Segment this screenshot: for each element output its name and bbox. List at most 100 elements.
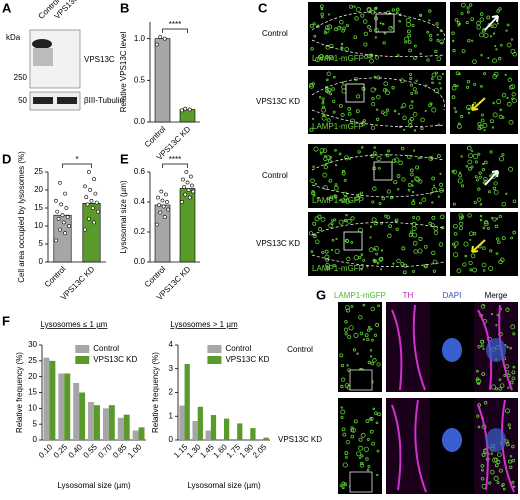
micrograph-zoom (450, 212, 518, 276)
data-point (179, 108, 184, 113)
speckle (329, 92, 333, 96)
speckle (474, 175, 478, 179)
speckle (492, 457, 498, 463)
significance: * (75, 155, 78, 164)
speckle (501, 153, 505, 157)
speckle (410, 172, 414, 177)
speckle (397, 188, 400, 191)
speckle (326, 78, 329, 82)
data-point (89, 198, 94, 203)
speckle (369, 9, 372, 12)
speckle (460, 115, 464, 119)
speckle (385, 108, 390, 112)
speckle (374, 36, 377, 39)
speckle (492, 58, 497, 64)
speckle (498, 56, 502, 61)
bar (250, 428, 256, 440)
speckle (372, 186, 377, 191)
speckle (321, 107, 327, 113)
speckle (496, 9, 500, 13)
speckle (468, 3, 473, 7)
arrow (484, 15, 499, 31)
data-point (183, 192, 188, 197)
speckle (381, 196, 386, 201)
y-tick-label: 15 (34, 203, 43, 212)
speckle (479, 218, 483, 222)
bar (82, 203, 101, 263)
speckle (308, 231, 314, 236)
x-tick-label: 0.85 (111, 442, 129, 460)
speckle (343, 327, 349, 332)
nucleus (442, 338, 462, 362)
speckle (425, 84, 428, 87)
speckle (407, 188, 411, 192)
speckle (419, 201, 422, 205)
data-point (67, 224, 71, 228)
y-tick-label: 0 (39, 257, 44, 266)
speckle (321, 101, 325, 105)
speckle (436, 38, 440, 42)
speckle (476, 369, 479, 373)
speckle (477, 122, 482, 127)
speckle (369, 58, 374, 64)
speckle (431, 81, 434, 85)
marker: 50 (18, 96, 27, 105)
speckle (327, 197, 331, 201)
speckle (353, 35, 358, 40)
speckle (331, 87, 335, 91)
speckle (434, 49, 438, 54)
data-point (166, 207, 171, 212)
speckle (483, 129, 486, 132)
legend-swatch (75, 345, 90, 353)
speckle (424, 109, 427, 112)
speckle (494, 463, 499, 468)
y-axis-label: Cell area occupied by lysosomes (%) (17, 151, 26, 283)
speckle (398, 160, 403, 166)
speckle (467, 159, 473, 165)
speckle (313, 233, 317, 237)
y-tick-label: 10 (34, 221, 43, 230)
speckle (490, 35, 493, 38)
speckle (439, 87, 442, 90)
speckle (385, 153, 390, 158)
speckle (474, 160, 478, 164)
speckle (439, 172, 442, 175)
speckle (430, 77, 434, 80)
speckle (479, 17, 485, 22)
speckle (392, 262, 395, 265)
data-point (157, 203, 162, 207)
speckle (391, 86, 395, 90)
speckle (324, 254, 330, 260)
speckle (330, 56, 335, 61)
speckle (407, 154, 412, 160)
speckle (395, 7, 400, 12)
speckle (482, 226, 486, 230)
speckle (484, 401, 488, 405)
speckle (419, 13, 422, 16)
speckle (368, 247, 374, 253)
speckle (469, 268, 473, 272)
speckle (502, 487, 506, 491)
speckle (454, 241, 459, 246)
speckle (326, 71, 331, 76)
speckle (483, 221, 489, 227)
speckle (415, 79, 418, 82)
speckle (360, 146, 364, 149)
speckle (374, 55, 379, 60)
speckle (321, 97, 325, 101)
speckle (472, 231, 477, 236)
y-tick-label: 0 (33, 435, 38, 444)
speckle (330, 249, 334, 252)
speckle (356, 94, 361, 99)
nucleus (486, 428, 506, 452)
speckle (370, 154, 375, 158)
nucleus (486, 338, 506, 362)
data-point (160, 198, 165, 203)
legend-label: VPS13C KD (225, 355, 269, 364)
speckle (498, 468, 503, 473)
y-tick-label: 10 (28, 403, 37, 412)
channel-header: TH (403, 291, 414, 300)
speckle (396, 54, 400, 57)
speckle (340, 384, 344, 389)
speckle (366, 468, 370, 472)
